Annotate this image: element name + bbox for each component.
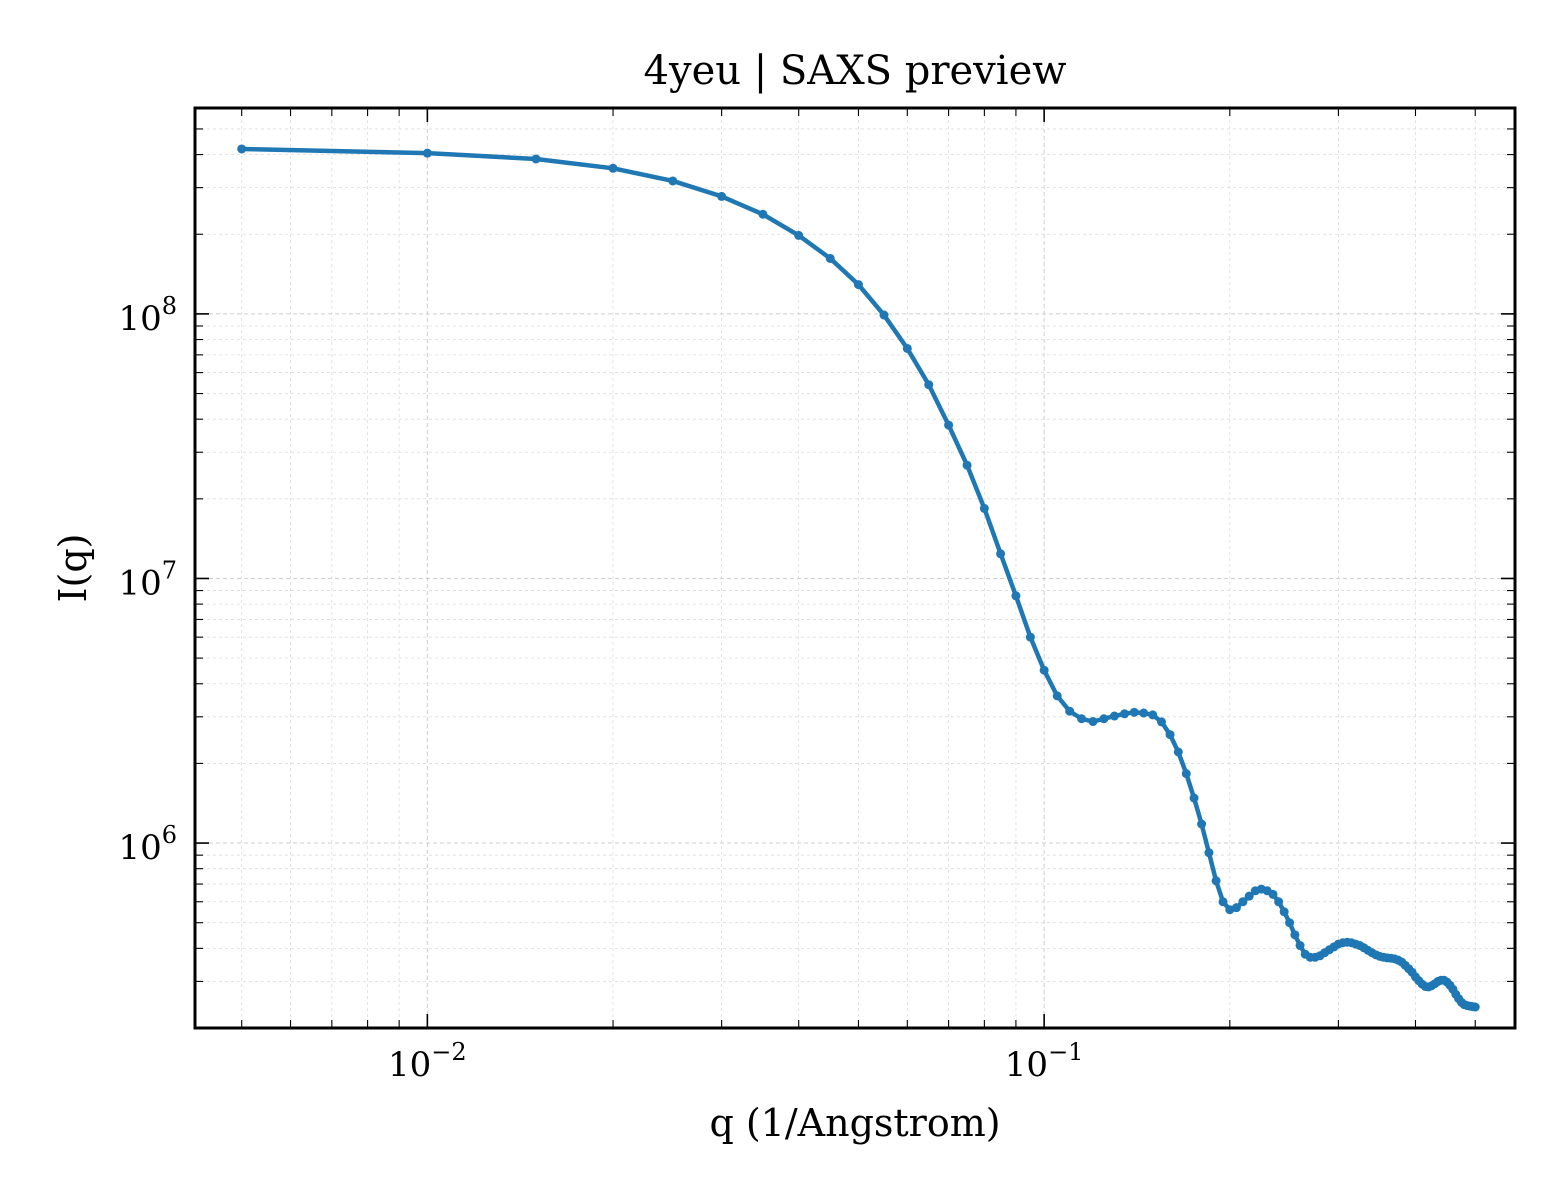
data-point: [1189, 793, 1199, 803]
data-point: [1011, 591, 1021, 601]
data-point: [1129, 707, 1139, 717]
data-point: [1088, 717, 1098, 727]
data-point: [1290, 930, 1300, 940]
data-point: [1052, 691, 1062, 701]
data-point: [825, 253, 835, 263]
plot-frame: [193, 106, 1517, 1030]
data-point: [1148, 710, 1158, 720]
x-tick-label: 10−1: [1005, 1038, 1084, 1085]
data-point: [608, 163, 618, 173]
data-point: [668, 176, 678, 186]
data-point: [1268, 889, 1278, 899]
y-tick-label: 108: [118, 292, 177, 339]
data-point: [531, 154, 541, 164]
data-point: [1279, 907, 1289, 917]
data-point: [979, 503, 989, 513]
data-point: [996, 549, 1006, 559]
data-point: [1231, 903, 1241, 913]
data-point: [1099, 714, 1109, 724]
data-point: [1204, 848, 1214, 858]
data-point: [1077, 714, 1087, 724]
x-axis-label: q (1/Angstrom): [709, 1101, 1000, 1145]
data-point: [1120, 709, 1130, 719]
data-point: [879, 310, 889, 320]
data-point: [1295, 941, 1305, 951]
data-point: [924, 380, 934, 390]
chart-title: 4yeu | SAXS preview: [644, 48, 1067, 94]
data-point: [962, 460, 972, 470]
y-axis-label: I(q): [51, 534, 95, 603]
data-point: [1218, 897, 1228, 907]
data-point: [1065, 706, 1075, 716]
axis-ticks: [195, 107, 1515, 1029]
data-point: [758, 209, 768, 219]
data-point: [1211, 876, 1221, 886]
x-tick-label: 10−2: [388, 1038, 467, 1085]
y-tick-label: 107: [118, 556, 177, 603]
data-point: [237, 144, 247, 154]
data-point: [1238, 897, 1248, 907]
y-tick-label: 106: [118, 821, 177, 868]
data-point: [1181, 769, 1191, 779]
data-point: [794, 230, 804, 240]
data-point: [902, 343, 912, 353]
data-point: [1173, 747, 1183, 757]
data-point: [1139, 708, 1149, 718]
tick-labels: 10−2 10−1 106 107 108: [118, 292, 1083, 1085]
data-point: [1285, 918, 1295, 928]
data-point: [1470, 1002, 1480, 1012]
data-point: [1244, 891, 1254, 901]
data-point: [1039, 665, 1049, 675]
data-point: [1274, 897, 1284, 907]
data-point: [944, 420, 954, 430]
grid: [195, 107, 1515, 1029]
data-point: [1025, 632, 1035, 642]
data-point: [1109, 711, 1119, 721]
data-point: [717, 191, 727, 201]
data-point: [853, 280, 863, 290]
data-point: [422, 148, 432, 158]
data-series: [237, 144, 1480, 1012]
data-point: [1165, 730, 1175, 740]
data-point: [1197, 819, 1207, 829]
data-point: [1157, 717, 1167, 727]
